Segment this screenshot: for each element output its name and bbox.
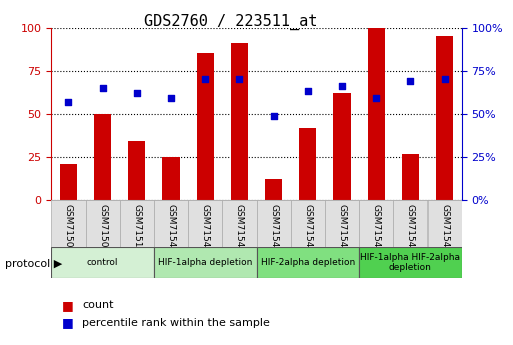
Text: GSM71511: GSM71511 <box>132 204 141 253</box>
Text: control: control <box>87 258 119 267</box>
Bar <box>325 200 359 247</box>
Bar <box>86 200 120 247</box>
Bar <box>154 247 256 278</box>
Point <box>269 113 278 118</box>
Text: GSM71546: GSM71546 <box>372 204 381 253</box>
Text: GSM71544: GSM71544 <box>303 204 312 253</box>
Bar <box>256 200 291 247</box>
Text: GSM71542: GSM71542 <box>235 204 244 253</box>
Bar <box>402 154 419 200</box>
Bar <box>154 200 188 247</box>
Text: GSM71507: GSM71507 <box>64 204 73 253</box>
Text: HIF-1alpha depletion: HIF-1alpha depletion <box>158 258 252 267</box>
Text: HIF-2alpha depletion: HIF-2alpha depletion <box>261 258 355 267</box>
Bar <box>299 128 317 200</box>
Bar <box>265 179 282 200</box>
Text: GDS2760 / 223511_at: GDS2760 / 223511_at <box>144 14 318 30</box>
Point <box>304 89 312 94</box>
Bar <box>291 200 325 247</box>
Bar <box>436 36 453 200</box>
Bar <box>393 200 427 247</box>
Text: percentile rank within the sample: percentile rank within the sample <box>82 318 270 327</box>
Text: protocol ▶: protocol ▶ <box>5 259 63 269</box>
Text: GSM71509: GSM71509 <box>98 204 107 253</box>
Text: GSM71541: GSM71541 <box>201 204 210 253</box>
Bar <box>120 200 154 247</box>
Point <box>167 96 175 101</box>
Bar <box>51 247 154 278</box>
Bar <box>368 28 385 200</box>
Point <box>406 78 415 84</box>
Bar <box>60 164 77 200</box>
Text: GSM71548: GSM71548 <box>440 204 449 253</box>
Text: HIF-1alpha HIF-2alpha
depletion: HIF-1alpha HIF-2alpha depletion <box>361 253 460 272</box>
Bar <box>256 247 359 278</box>
Point <box>441 77 449 82</box>
Text: GSM71540: GSM71540 <box>167 204 175 253</box>
Text: GSM71545: GSM71545 <box>338 204 346 253</box>
Bar <box>188 200 222 247</box>
Point <box>235 77 244 82</box>
Text: ■: ■ <box>62 316 73 329</box>
Text: ■: ■ <box>62 299 73 312</box>
Bar <box>333 93 350 200</box>
Bar <box>222 200 256 247</box>
Bar <box>359 200 393 247</box>
Point <box>133 90 141 96</box>
Bar <box>163 157 180 200</box>
Point <box>98 85 107 91</box>
Bar <box>196 53 214 200</box>
Bar <box>94 114 111 200</box>
Point <box>201 77 209 82</box>
Text: GSM71543: GSM71543 <box>269 204 278 253</box>
Bar <box>359 247 462 278</box>
Bar <box>231 43 248 200</box>
Point <box>64 99 72 105</box>
Point <box>372 96 380 101</box>
Text: count: count <box>82 300 113 310</box>
Bar <box>128 141 145 200</box>
Bar <box>51 200 86 247</box>
Bar <box>427 200 462 247</box>
Point <box>338 83 346 89</box>
Text: GSM71547: GSM71547 <box>406 204 415 253</box>
